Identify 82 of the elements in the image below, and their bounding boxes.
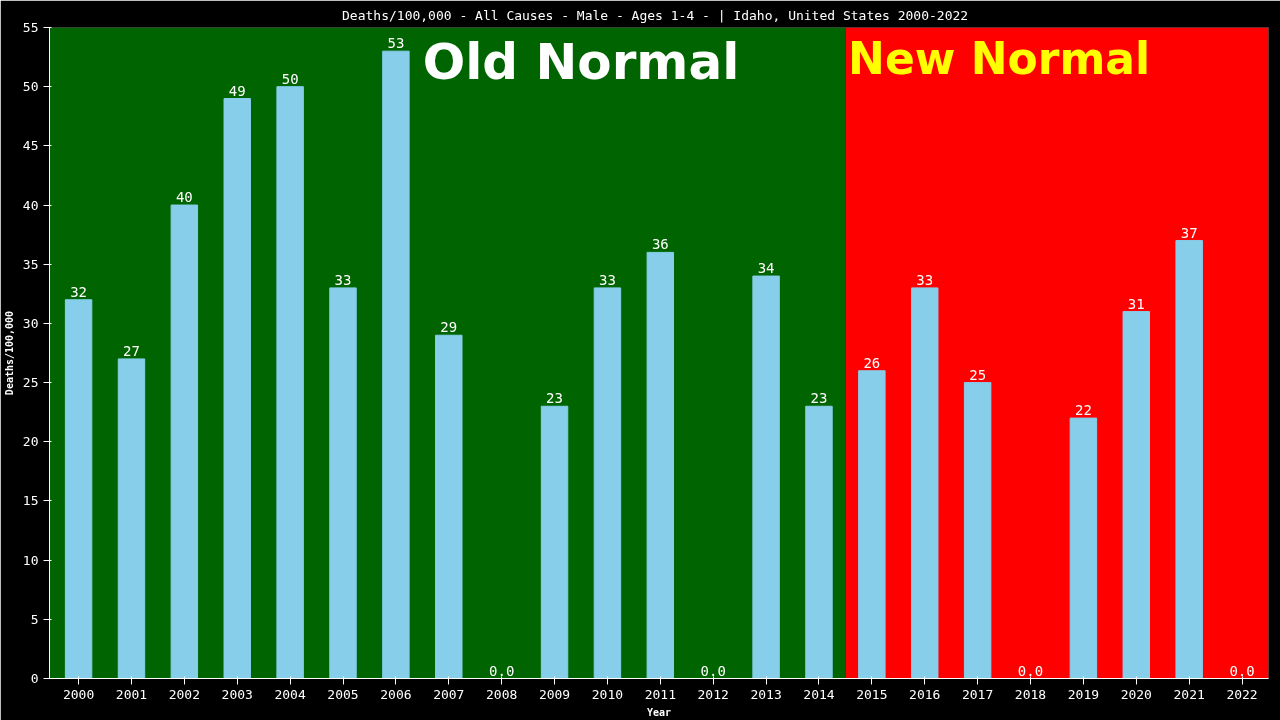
x-tick-label: 2015 bbox=[856, 686, 888, 702]
x-tick-label: 2022 bbox=[1226, 686, 1258, 702]
data-label: 31 bbox=[1127, 295, 1145, 312]
bar bbox=[646, 251, 675, 679]
data-label: 0.0 bbox=[1229, 662, 1255, 679]
x-tick-label: 2012 bbox=[697, 686, 729, 702]
x-tick-label: 2011 bbox=[644, 686, 676, 702]
x-tick-label: 2006 bbox=[380, 686, 412, 702]
data-label: 0.0 bbox=[489, 662, 515, 679]
bar bbox=[752, 275, 780, 679]
x-tick-label: 2004 bbox=[274, 686, 306, 702]
data-label: 37 bbox=[1180, 224, 1198, 241]
bar bbox=[1175, 240, 1203, 679]
data-label: 25 bbox=[969, 366, 987, 383]
data-label: 32 bbox=[70, 283, 88, 300]
x-tick-label: 2014 bbox=[803, 686, 835, 702]
x-tick-label: 2007 bbox=[433, 686, 465, 702]
y-tick-label: 50 bbox=[22, 79, 39, 95]
y-tick-label: 5 bbox=[30, 611, 39, 627]
x-tick-label: 2000 bbox=[62, 686, 95, 702]
bar bbox=[805, 405, 833, 679]
bar bbox=[911, 287, 939, 679]
y-tick-label: 25 bbox=[22, 375, 39, 391]
x-tick-label: 2008 bbox=[486, 686, 518, 702]
bar bbox=[593, 287, 622, 679]
data-label: 0.0 bbox=[700, 662, 726, 679]
data-label: 53 bbox=[387, 35, 405, 52]
data-label: 33 bbox=[599, 271, 616, 288]
data-label: 50 bbox=[281, 70, 299, 87]
x-tick-label: 2018 bbox=[1014, 686, 1047, 702]
data-label: 0.0 bbox=[1017, 662, 1044, 679]
band-label: Old Normal bbox=[422, 32, 740, 91]
x-tick-label: 2019 bbox=[1067, 686, 1100, 702]
x-axis-title: Year bbox=[646, 706, 672, 718]
x-tick-label: 2010 bbox=[591, 686, 624, 702]
data-label: 23 bbox=[546, 390, 563, 407]
bar bbox=[1069, 417, 1098, 679]
data-label: 26 bbox=[863, 354, 881, 371]
data-label: 33 bbox=[334, 271, 352, 288]
bar bbox=[963, 382, 992, 679]
data-label: 22 bbox=[1074, 402, 1092, 419]
band-label: New Normal bbox=[848, 32, 1151, 84]
y-tick-label: 0 bbox=[30, 671, 39, 686]
x-tick-label: 2005 bbox=[327, 686, 359, 702]
y-tick-label: 40 bbox=[22, 197, 39, 213]
y-tick-label: 35 bbox=[22, 256, 39, 272]
data-label: 33 bbox=[916, 271, 934, 288]
y-tick-label: 20 bbox=[22, 434, 39, 450]
data-label: 29 bbox=[440, 319, 458, 336]
bar bbox=[858, 370, 886, 679]
bar bbox=[170, 204, 199, 679]
data-label: 36 bbox=[651, 236, 669, 253]
bar bbox=[435, 334, 463, 679]
y-tick-label: 55 bbox=[22, 20, 39, 35]
data-label: 23 bbox=[810, 390, 828, 407]
bar bbox=[540, 405, 569, 679]
bar bbox=[1122, 311, 1151, 679]
data-label: 49 bbox=[228, 82, 246, 99]
y-axis-title: Deaths/100,000 bbox=[3, 310, 15, 396]
data-label: 40 bbox=[175, 189, 193, 206]
bar bbox=[382, 50, 410, 679]
data-label: 27 bbox=[123, 342, 140, 359]
x-tick-label: 2013 bbox=[750, 686, 782, 702]
bar bbox=[117, 358, 146, 679]
x-tick-label: 2016 bbox=[909, 686, 941, 702]
bar bbox=[276, 86, 304, 679]
x-tick-label: 2020 bbox=[1120, 686, 1152, 702]
bar bbox=[329, 287, 357, 679]
x-tick-label: 2001 bbox=[115, 686, 148, 702]
x-tick-label: 2003 bbox=[221, 686, 253, 702]
x-tick-label: 2017 bbox=[961, 686, 994, 702]
chart-title: Deaths/100,000 - All Causes - Male - Ages 1-4 - | Idaho, United States 2000-2022 bbox=[342, 7, 969, 23]
x-tick-label: 2009 bbox=[538, 686, 571, 702]
data-label: 34 bbox=[757, 260, 775, 277]
y-tick-label: 15 bbox=[22, 493, 39, 509]
x-tick-label: 2021 bbox=[1173, 686, 1205, 702]
bar bbox=[64, 299, 93, 679]
x-tick-label: 2002 bbox=[168, 686, 201, 702]
y-tick-label: 10 bbox=[22, 552, 39, 568]
y-tick-label: 45 bbox=[22, 138, 39, 154]
y-tick-label: 30 bbox=[22, 315, 39, 331]
bar bbox=[223, 98, 251, 679]
